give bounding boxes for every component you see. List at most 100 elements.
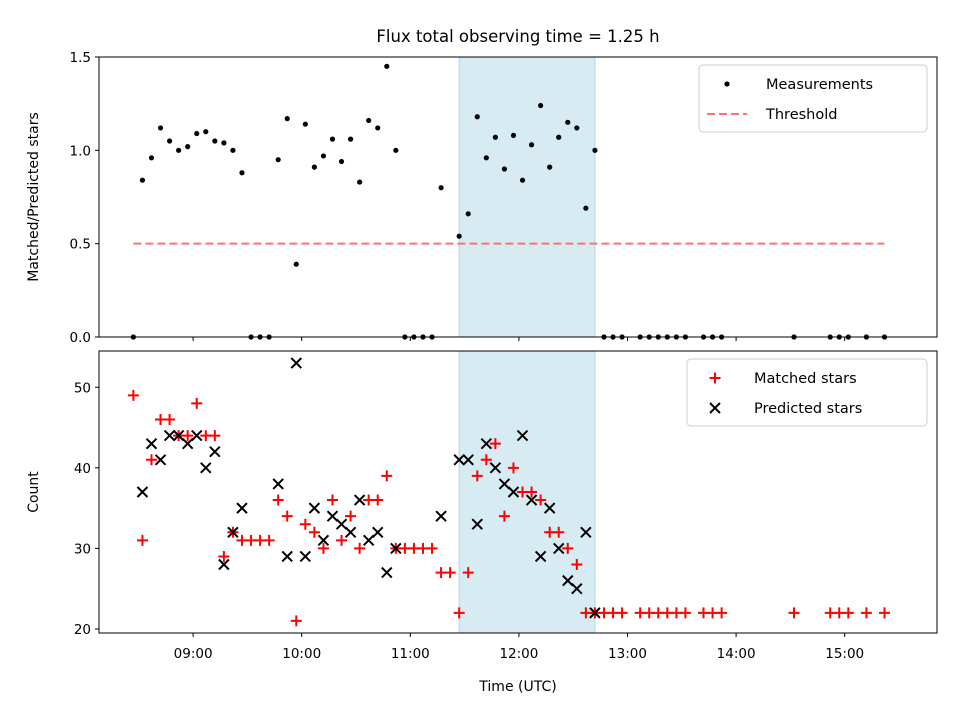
bottom-xtick-label: 11:00 — [391, 646, 430, 662]
bottom-predicted-point — [589, 607, 601, 619]
bottom-matched-point — [191, 397, 203, 409]
bottom-matched-point — [209, 430, 221, 442]
bottom-xtick-label: 09:00 — [174, 646, 213, 662]
bottom-legend-label: Matched stars — [754, 371, 857, 387]
chart-title: Flux total observing time = 1.25 h — [376, 27, 659, 46]
top-measurement-point — [347, 136, 354, 142]
bottom-predicted-point — [317, 534, 330, 547]
bottom-predicted-point — [236, 502, 248, 514]
bottom-matched-point — [145, 454, 157, 466]
bottom-legend-x-icon — [709, 402, 721, 414]
top-legend-box — [698, 64, 928, 133]
bottom-predicted-point — [299, 550, 312, 563]
bottom-xtick-label: 15:00 — [825, 646, 864, 662]
top-measurement-point — [538, 102, 544, 109]
bottom-matched-point — [381, 470, 393, 482]
bottom-predicted-point — [480, 437, 493, 450]
bottom-matched-point — [182, 430, 194, 442]
bottom-predicted-point — [471, 518, 483, 530]
top-measurement-point — [592, 147, 598, 153]
top-measurement-point — [528, 142, 535, 148]
bottom-matched-point — [462, 567, 474, 579]
bottom-legend-box — [686, 358, 928, 427]
top-panel: 0.0 0.5 1.0 1.5 Matched/Predicted stars Measu… — [26, 50, 938, 346]
bottom-predicted-point — [534, 550, 547, 563]
bottom-matched-point — [480, 454, 492, 466]
bottom-matched-point — [372, 494, 384, 506]
top-measurement-point — [139, 177, 146, 183]
top-legend: Measurements Threshold — [698, 64, 928, 133]
bottom-matched-point — [453, 607, 465, 619]
bottom-matched-point — [444, 567, 456, 579]
bottom-matched-point — [507, 462, 519, 474]
bottom-matched-point — [471, 470, 483, 482]
bottom-predicted-point — [453, 454, 465, 466]
bottom-predicted-point — [209, 446, 221, 458]
bottom-matched-point — [426, 542, 438, 554]
top-shaded-interval — [458, 56, 596, 338]
bottom-matched-point — [326, 494, 338, 506]
bottom-matched-point — [571, 559, 583, 571]
top-measurement-point — [483, 155, 489, 161]
bottom-matched-point — [616, 607, 628, 619]
bottom-ytick-label: 40 — [74, 461, 91, 477]
top-measurement-point — [185, 144, 191, 150]
bottom-ytick-label: 20 — [74, 622, 91, 638]
bottom-predicted-point — [390, 542, 402, 555]
top-measurement-point — [474, 114, 480, 120]
bottom-predicted-point — [553, 542, 565, 555]
bottom-matched-point — [535, 494, 547, 506]
bottom-predicted-point — [326, 510, 339, 522]
bottom-matched-point — [345, 510, 357, 522]
top-measurement-point — [194, 130, 200, 137]
top-measurement-point — [547, 164, 553, 170]
bottom-matched-point — [272, 494, 284, 506]
bottom-ytick-label: 30 — [74, 541, 91, 557]
bottom-matched-point — [679, 607, 691, 619]
bottom-predicted-point — [163, 429, 176, 442]
bottom-predicted-point — [353, 494, 366, 506]
top-ytick-label: 1.0 — [70, 143, 91, 159]
top-measurement-point — [565, 119, 571, 125]
bottom-panel: 20 30 40 50 09:00 10:00 11:00 12:00 13:00 14:00 15… — [26, 350, 938, 695]
bottom-xtick-label: 12:00 — [499, 646, 538, 662]
top-measurement-point — [465, 211, 471, 217]
bottom-ytick-label: 50 — [74, 380, 91, 396]
top-measurement-point — [556, 134, 562, 140]
bottom-matched-point — [290, 615, 302, 627]
bottom-legend-label: Predicted stars — [754, 401, 862, 417]
top-measurement-point — [203, 129, 209, 135]
bottom-matched-point — [281, 510, 293, 522]
top-measurement-point — [338, 158, 345, 165]
bottom-matched-point — [498, 510, 510, 522]
bottom-matched-point — [263, 534, 275, 546]
top-measurement-point — [311, 164, 317, 170]
bottom-ylabel: Count — [26, 471, 42, 513]
top-measurement-point — [574, 125, 580, 131]
top-measurement-point — [583, 205, 589, 211]
bottom-predicted-point — [525, 494, 538, 506]
bottom-predicted-point — [516, 429, 529, 442]
bottom-predicted-point — [281, 550, 293, 563]
bottom-matched-point — [354, 542, 366, 554]
top-measurement-point — [393, 147, 399, 153]
bottom-predicted-point — [543, 502, 556, 514]
top-ytick-label: 0.0 — [70, 330, 91, 346]
bottom-predicted-point — [507, 486, 520, 498]
bottom-matched-point — [562, 542, 574, 554]
bottom-predicted-point — [489, 462, 502, 474]
bottom-matched-point — [842, 607, 854, 619]
top-measurement-point — [320, 153, 327, 159]
top-measurement-point — [221, 140, 227, 146]
top-measurement-point — [176, 147, 182, 153]
bottom-predicted-point — [498, 478, 511, 490]
bottom-xtick-label: 10:00 — [282, 646, 321, 662]
top-measurement-point — [239, 170, 245, 176]
bottom-predicted-point — [290, 357, 302, 369]
bottom-predicted-point — [172, 429, 185, 442]
bottom-predicted-point — [344, 526, 357, 538]
top-measurement-point — [275, 157, 281, 163]
bottom-predicted-point — [272, 478, 284, 490]
top-measurement-point — [456, 233, 462, 239]
